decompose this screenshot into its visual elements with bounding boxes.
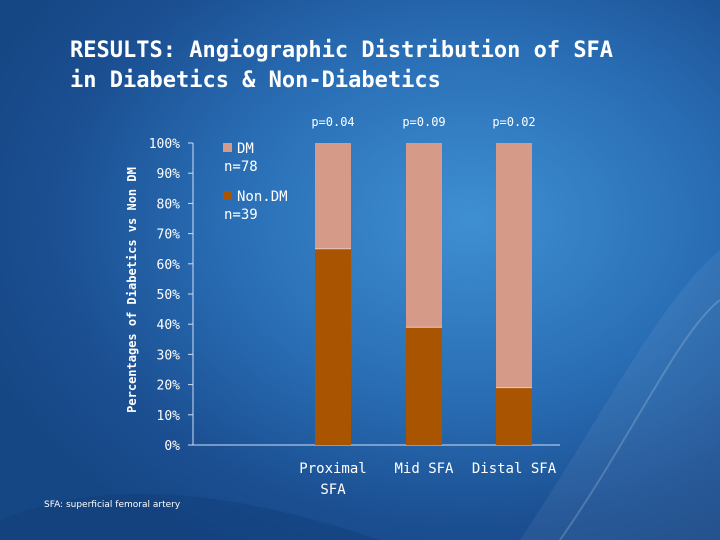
chart-bars [315, 143, 532, 445]
slide-title: RESULTS: Angiographic Distribution of SF… [70, 36, 690, 96]
legend-swatch [223, 191, 232, 200]
y-tick-label: 30% [157, 348, 181, 363]
p-value-annotation: p=0.02 [492, 115, 535, 129]
legend-swatch [223, 143, 232, 152]
x-category-label: Proximal [299, 461, 366, 477]
x-category-label: Distal SFA [472, 461, 557, 477]
y-axis-title: Percentages of Diabetics vs Non DM [125, 167, 139, 413]
p-value-annotation: p=0.04 [311, 115, 354, 129]
bar-segment [315, 143, 351, 249]
y-tick-label: 100% [149, 137, 180, 152]
title-line-2: in Diabetics & Non-Diabetics [70, 68, 441, 93]
legend-label: DM [237, 141, 254, 157]
legend-label: n=39 [224, 207, 258, 223]
bar-segment [315, 248, 351, 445]
y-tick-label: 70% [157, 228, 181, 243]
y-tick-label: 20% [157, 379, 181, 394]
p-value-annotation: p=0.09 [402, 115, 445, 129]
y-tick-label: 0% [164, 439, 180, 454]
title-line-1: RESULTS: Angiographic Distribution of SF… [70, 38, 614, 63]
legend-label: Non.DM [237, 189, 288, 205]
footnote: SFA: superficial femoral artery [44, 500, 181, 510]
chart-labels: Percentages of Diabetics vs Non DM Proxim… [125, 115, 557, 498]
y-tick-label: 90% [157, 167, 181, 182]
y-tick-label: 50% [157, 288, 181, 303]
y-tick-label: 60% [157, 258, 181, 273]
x-category-label: Mid SFA [394, 461, 454, 477]
bar-segment [406, 327, 442, 445]
legend-label: n=78 [224, 159, 258, 175]
bar-segment [496, 387, 532, 445]
y-tick-label: 80% [157, 197, 181, 212]
chart-legend: DM n=78 Non.DM n=39 [223, 141, 288, 223]
x-category-label: SFA [320, 482, 346, 498]
bar-segment [496, 143, 532, 388]
y-tick-label: 40% [157, 318, 181, 333]
bar-segment [406, 143, 442, 328]
y-tick-label: 10% [157, 409, 181, 424]
